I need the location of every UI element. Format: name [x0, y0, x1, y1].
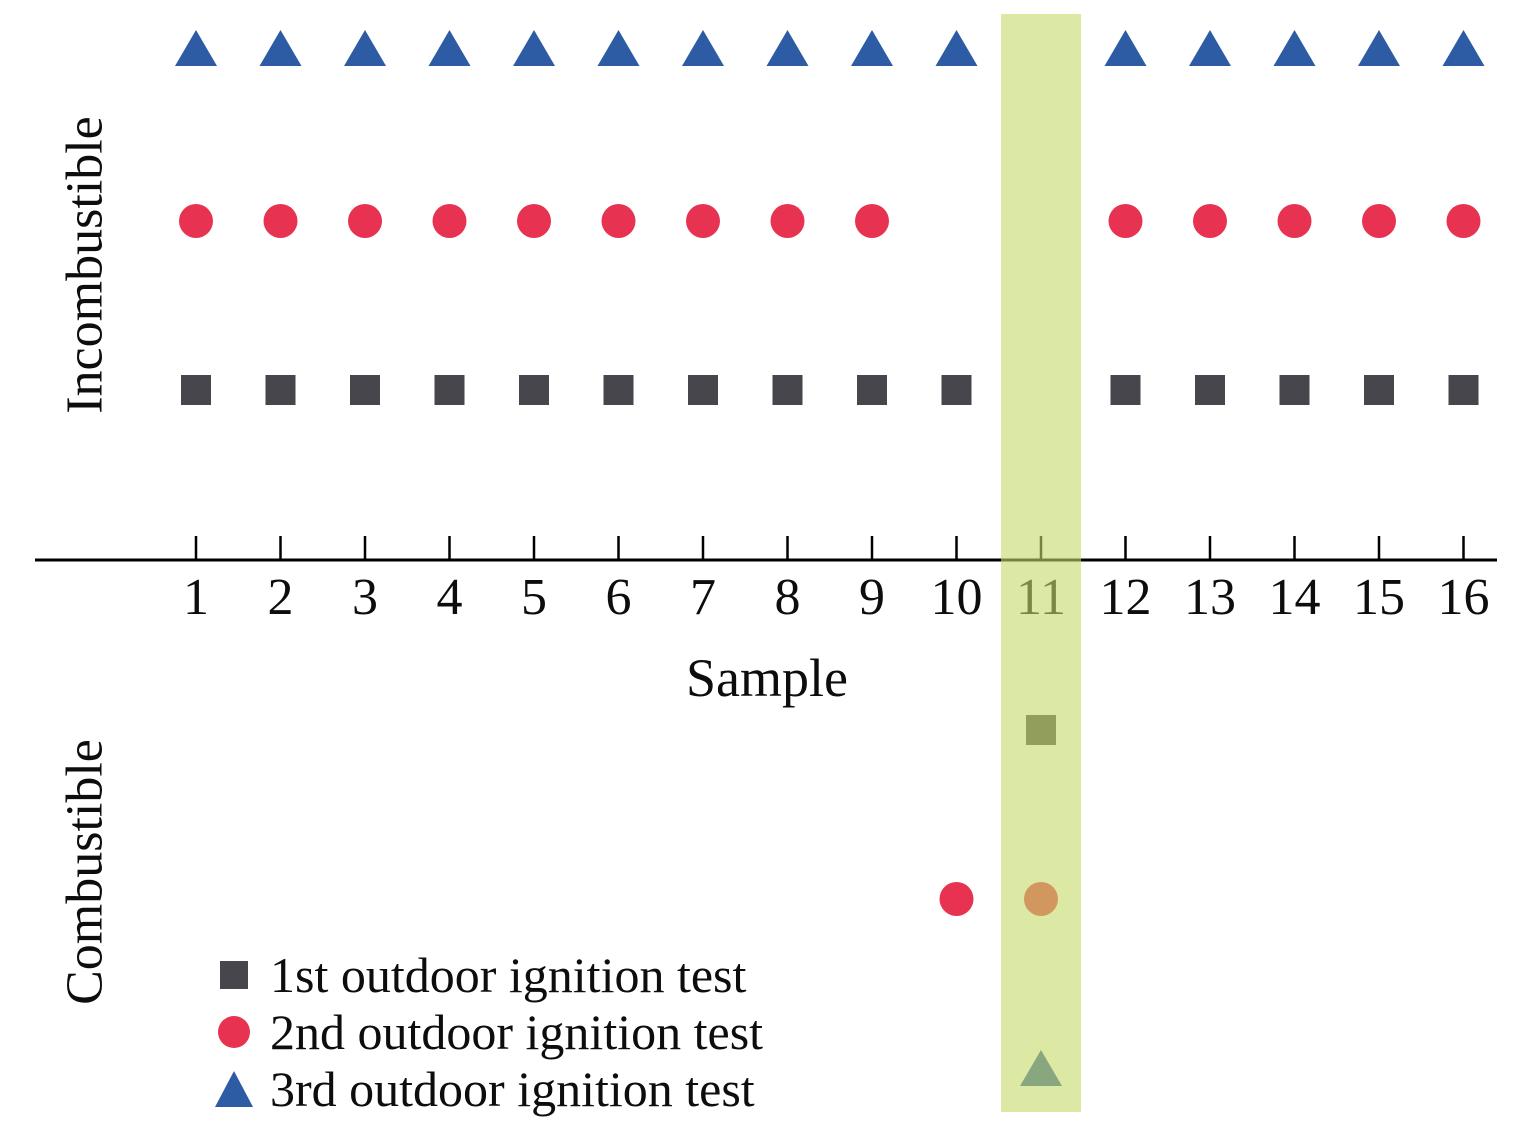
x-tick-label: 12	[1100, 569, 1152, 626]
marker-circle-sample-2	[263, 204, 298, 238]
y-axis-label-incombustible: Incombustible	[56, 116, 114, 414]
marker-square-sample-10	[941, 375, 972, 405]
marker-circle-sample-12	[1108, 204, 1143, 238]
circle-glyph	[218, 1015, 250, 1048]
marker-triangle-sample-14	[1273, 30, 1316, 66]
marker-circle-sample-15	[1362, 204, 1396, 238]
x-tick-label: 15	[1353, 569, 1405, 626]
legend: 1st outdoor ignition test 2nd outdoor ig…	[212, 946, 763, 1117]
marker-square-sample-16	[1448, 375, 1479, 405]
marker-triangle-sample-4	[428, 30, 471, 66]
marker-triangle-sample-10	[935, 30, 978, 66]
marker-triangle-sample-13	[1189, 30, 1231, 66]
marker-square-sample-7	[688, 375, 718, 405]
marker-square-sample-3	[350, 375, 380, 405]
circle-marker-icon	[212, 1010, 256, 1054]
square-glyph	[220, 960, 248, 989]
marker-square-sample-8	[772, 375, 803, 405]
x-tick-label: 16	[1438, 569, 1490, 626]
marker-circle-sample-6	[601, 204, 636, 238]
marker-square-sample-6	[603, 375, 634, 405]
x-tick-label: 8	[775, 569, 801, 626]
y-axis-label-combustible: Combustible	[56, 739, 114, 1005]
x-tick-label: 9	[859, 569, 885, 626]
x-tick-label: 4	[437, 569, 463, 626]
x-tick-label: 14	[1269, 569, 1321, 626]
marker-square-sample-15	[1364, 375, 1394, 405]
marker-circle-sample-10	[939, 882, 974, 916]
legend-label: 1st outdoor ignition test	[270, 946, 747, 1003]
marker-square-sample-5	[519, 375, 549, 405]
triangle-glyph	[215, 1070, 253, 1107]
marker-triangle-sample-2	[259, 30, 302, 66]
legend-item-2nd-test: 2nd outdoor ignition test	[212, 1003, 763, 1060]
marker-triangle-sample-12	[1104, 30, 1147, 66]
marker-square-sample-2	[265, 375, 296, 405]
x-tick-label: 6	[606, 569, 632, 626]
marker-square-sample-14	[1279, 375, 1310, 405]
x-tick-label: 1	[183, 569, 209, 626]
highlight-band	[1001, 14, 1081, 1112]
marker-circle-sample-4	[432, 204, 467, 238]
triangle-marker-icon	[212, 1067, 256, 1111]
marker-circle-sample-9	[855, 204, 889, 238]
marker-triangle-sample-1	[175, 30, 217, 66]
legend-item-1st-test: 1st outdoor ignition test	[212, 946, 763, 1003]
legend-label: 2nd outdoor ignition test	[270, 1003, 764, 1060]
marker-square-sample-13	[1195, 375, 1225, 405]
marker-circle-sample-8	[770, 204, 805, 238]
marker-triangle-sample-6	[597, 30, 640, 66]
marker-circle-sample-5	[517, 204, 551, 238]
marker-circle-sample-14	[1277, 204, 1312, 238]
marker-square-sample-12	[1110, 375, 1141, 405]
x-tick-label: 2	[268, 569, 294, 626]
legend-label: 3rd outdoor ignition test	[270, 1060, 755, 1117]
marker-triangle-sample-3	[344, 30, 386, 66]
marker-circle-sample-13	[1193, 204, 1227, 238]
marker-triangle-sample-7	[682, 30, 724, 66]
marker-triangle-sample-8	[766, 30, 809, 66]
x-tick-label: 13	[1184, 569, 1236, 626]
x-tick-label: 5	[521, 569, 547, 626]
x-tick-label: 10	[931, 569, 983, 626]
legend-item-3rd-test: 3rd outdoor ignition test	[212, 1060, 763, 1117]
marker-square-sample-1	[181, 375, 211, 405]
marker-triangle-sample-16	[1442, 30, 1485, 66]
marker-circle-sample-7	[686, 204, 720, 238]
x-axis-label: Sample	[686, 648, 848, 708]
marker-triangle-sample-5	[513, 30, 555, 66]
square-marker-icon	[212, 953, 256, 997]
marker-square-sample-4	[434, 375, 465, 405]
x-tick-label: 3	[352, 569, 378, 626]
marker-triangle-sample-15	[1358, 30, 1400, 66]
marker-circle-sample-1	[179, 204, 213, 238]
x-tick-label: 7	[690, 569, 716, 626]
marker-triangle-sample-9	[851, 30, 893, 66]
marker-circle-sample-3	[348, 204, 382, 238]
marker-square-sample-9	[857, 375, 887, 405]
marker-circle-sample-16	[1446, 204, 1481, 238]
